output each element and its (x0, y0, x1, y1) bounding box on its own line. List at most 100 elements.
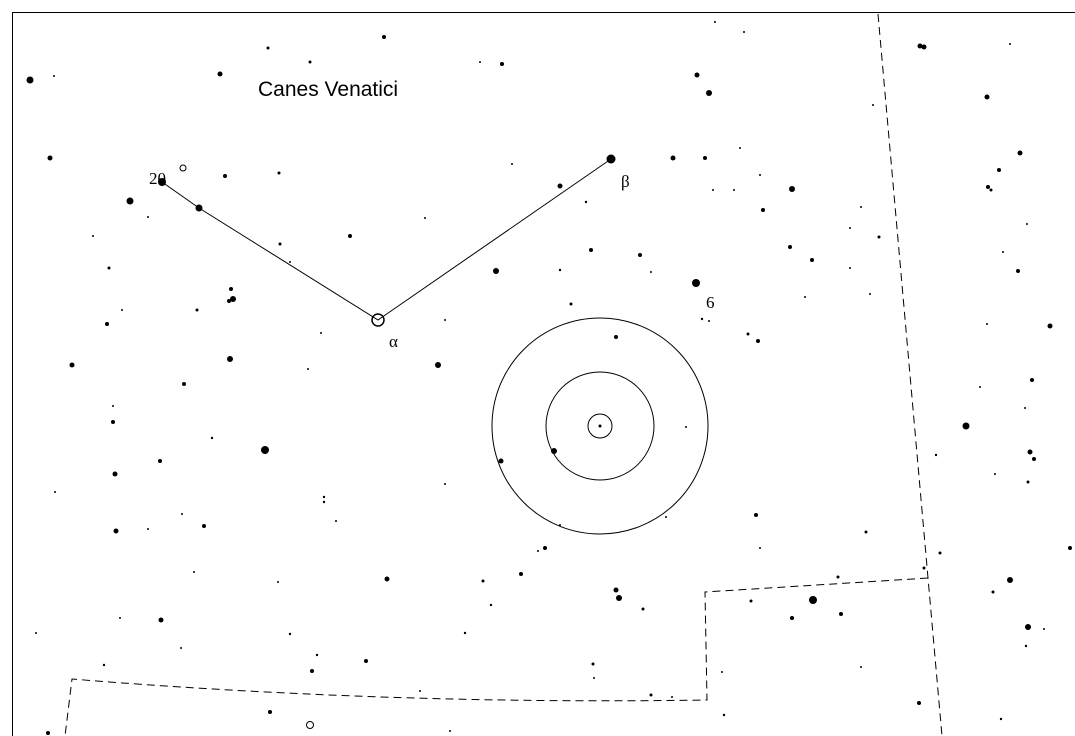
frame (12, 12, 1075, 736)
star (444, 483, 446, 485)
star (917, 701, 921, 705)
star (986, 185, 990, 189)
star (444, 319, 446, 321)
star (315, 653, 319, 657)
star (810, 258, 814, 262)
star (685, 426, 687, 428)
star (266, 46, 270, 50)
star-ring (306, 721, 314, 729)
star (105, 322, 109, 326)
star (1026, 480, 1030, 484)
star (147, 528, 149, 530)
star (449, 730, 451, 732)
star (665, 516, 667, 518)
star (481, 579, 485, 583)
star (424, 217, 426, 219)
star (1043, 628, 1045, 630)
star (999, 717, 1003, 721)
star (809, 596, 817, 604)
star (54, 491, 56, 493)
star (860, 206, 862, 208)
star (112, 405, 114, 407)
star (278, 242, 282, 246)
star (877, 235, 881, 239)
star (288, 632, 292, 636)
star (158, 617, 164, 623)
star (289, 261, 291, 263)
stars (26, 21, 1072, 735)
star (435, 362, 441, 368)
star (1007, 577, 1013, 583)
star (589, 248, 593, 252)
star (849, 267, 851, 269)
star (804, 296, 806, 298)
star (869, 293, 871, 295)
circle (491, 317, 709, 535)
star (922, 566, 926, 570)
star (147, 216, 149, 218)
star (1009, 43, 1011, 45)
star (1032, 457, 1036, 461)
star (277, 171, 281, 175)
star (1024, 644, 1028, 648)
star (606, 154, 616, 164)
star (921, 44, 927, 50)
star (761, 208, 765, 212)
star (756, 339, 760, 343)
boundary-line (877, 13, 943, 736)
star (1068, 546, 1072, 550)
star (227, 356, 233, 362)
star (986, 323, 988, 325)
star (26, 76, 34, 84)
star (749, 599, 753, 603)
star (789, 186, 795, 192)
star (997, 168, 1001, 172)
constellation-boundary (64, 13, 943, 736)
star (754, 513, 758, 517)
star (277, 581, 279, 583)
star (649, 693, 653, 697)
star (158, 459, 162, 463)
star (706, 90, 712, 96)
star (46, 731, 50, 735)
boundary-line (64, 577, 929, 736)
star (308, 60, 312, 64)
star (121, 309, 123, 311)
star (47, 155, 53, 161)
star (557, 183, 563, 189)
star (670, 155, 676, 161)
star-label: 20 (149, 169, 166, 188)
star (1027, 449, 1033, 455)
star-label: β (621, 172, 630, 191)
star (790, 616, 794, 620)
star (261, 446, 269, 454)
star (984, 94, 990, 100)
star (994, 473, 996, 475)
star (746, 332, 750, 336)
star (860, 666, 862, 668)
star (641, 607, 645, 611)
star (107, 266, 111, 270)
star (268, 710, 272, 714)
star (712, 189, 714, 191)
star-ring (179, 164, 187, 172)
star (559, 524, 561, 526)
star (69, 362, 75, 368)
star-ring (371, 313, 385, 327)
star (384, 576, 390, 582)
star (692, 279, 700, 287)
star (708, 320, 710, 322)
star (320, 332, 322, 334)
star (182, 382, 186, 386)
star (181, 513, 183, 515)
star (849, 227, 851, 229)
star (962, 422, 970, 430)
star (479, 61, 481, 63)
star (614, 335, 618, 339)
star (500, 62, 504, 66)
star (1025, 624, 1031, 630)
constellation-name: Canes Venatici (258, 78, 398, 101)
star (1026, 223, 1028, 225)
star (979, 386, 981, 388)
